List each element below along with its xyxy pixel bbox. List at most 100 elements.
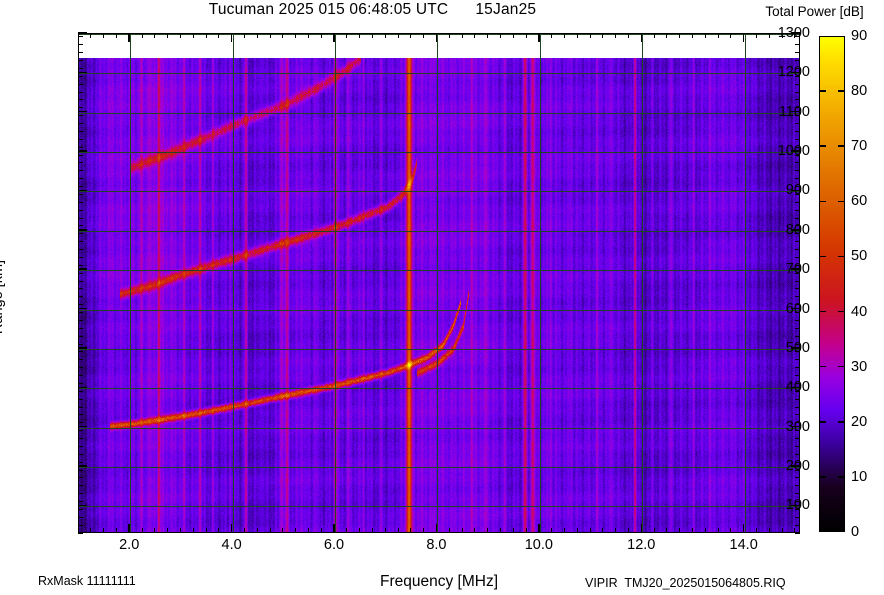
- y-major-tick: [78, 189, 87, 192]
- x-minor-tick-top: [218, 33, 220, 38]
- y-minor-tick: [78, 335, 83, 337]
- y-minor-tick: [78, 67, 83, 69]
- colorbar-gradient: [820, 37, 844, 531]
- x-minor-tick-top: [410, 33, 412, 38]
- ionogram-plot-area[interactable]: [78, 33, 800, 533]
- x-minor-tick-top: [397, 33, 399, 38]
- x-tick-label: 10.0: [524, 537, 553, 553]
- x-minor-tick: [794, 528, 796, 533]
- y-minor-tick: [78, 532, 83, 534]
- x-minor-tick: [781, 528, 783, 533]
- y-minor-tick: [78, 304, 83, 306]
- x-minor-tick-top: [103, 33, 105, 38]
- y-tick-label: 600: [785, 300, 810, 317]
- ionogram-heatmap-canvas: [79, 34, 799, 532]
- y-axis-title: Range [km]: [0, 259, 6, 335]
- y-minor-tick-right: [795, 60, 800, 62]
- x-minor-tick: [589, 528, 591, 533]
- y-minor-tick-right: [795, 524, 800, 526]
- colorbar-tick-label: 20: [851, 413, 868, 430]
- rxmask-footer: RxMask 11111111: [38, 574, 136, 588]
- y-major-tick: [78, 307, 87, 310]
- y-minor-tick: [78, 382, 83, 384]
- y-minor-tick-right: [795, 272, 800, 274]
- y-major-tick: [78, 347, 87, 349]
- x-minor-tick-top: [320, 33, 322, 38]
- y-minor-tick: [78, 44, 83, 46]
- colorbar-tick-label: 10: [851, 468, 868, 485]
- y-minor-tick: [78, 138, 83, 140]
- y-minor-tick: [78, 83, 83, 85]
- y-minor-tick-right: [795, 335, 800, 337]
- x-minor-tick: [461, 528, 463, 533]
- y-minor-tick: [78, 170, 83, 172]
- x-minor-tick-top: [653, 33, 655, 38]
- x-minor-tick: [602, 528, 604, 533]
- y-minor-tick: [78, 438, 83, 439]
- y-minor-tick-right: [795, 406, 800, 408]
- x-minor-tick-top: [512, 33, 514, 38]
- y-minor-tick: [78, 398, 83, 400]
- y-minor-tick-right: [795, 453, 800, 455]
- x-minor-tick: [282, 528, 284, 533]
- y-minor-tick: [78, 327, 83, 329]
- y-minor-tick-right: [795, 170, 800, 172]
- y-minor-tick-right: [795, 201, 800, 203]
- x-minor-tick: [512, 528, 514, 533]
- x-tick-label: 14.0: [729, 537, 758, 553]
- y-minor-tick-right: [795, 359, 800, 361]
- y-minor-tick-right: [795, 485, 800, 487]
- x-minor-tick: [653, 528, 655, 533]
- x-minor-tick: [563, 528, 565, 533]
- y-minor-tick-right: [795, 516, 800, 518]
- x-minor-tick-top: [551, 33, 553, 38]
- x-minor-tick-top: [589, 33, 591, 38]
- x-minor-tick-top: [90, 33, 92, 38]
- x-minor-tick: [384, 528, 386, 533]
- x-minor-tick: [141, 528, 143, 533]
- y-tick-label: 1200: [777, 64, 810, 81]
- colorbar-tick: [819, 145, 826, 147]
- y-minor-tick: [78, 343, 83, 345]
- x-minor-tick: [243, 528, 245, 533]
- y-minor-tick-right: [795, 445, 800, 447]
- y-minor-tick-right: [795, 178, 800, 180]
- x-minor-tick: [371, 528, 373, 533]
- colorbar[interactable]: [819, 36, 845, 532]
- y-minor-tick-right: [795, 351, 800, 353]
- y-minor-tick: [78, 296, 83, 298]
- y-major-tick-right: [791, 189, 800, 192]
- y-minor-tick: [78, 312, 83, 314]
- colorbar-tick: [838, 421, 845, 423]
- y-minor-tick-right: [795, 146, 800, 148]
- x-minor-tick-top: [115, 33, 117, 38]
- x-tick-label: 4.0: [221, 537, 242, 553]
- x-minor-tick-top: [179, 33, 181, 38]
- y-minor-tick: [78, 272, 83, 274]
- x-tick-label: 8.0: [426, 537, 447, 553]
- x-minor-tick-top: [448, 33, 450, 38]
- colorbar-tick: [819, 421, 826, 423]
- y-minor-tick-right: [795, 91, 800, 93]
- y-minor-tick-right: [795, 304, 800, 306]
- x-minor-tick: [627, 528, 629, 533]
- y-tick-label: 100: [785, 497, 810, 514]
- y-minor-tick-right: [795, 280, 800, 282]
- y-minor-tick: [78, 367, 83, 369]
- y-minor-tick: [78, 501, 83, 502]
- x-minor-tick: [307, 528, 309, 533]
- y-tick-label: 800: [785, 221, 810, 238]
- y-minor-tick-right: [795, 249, 800, 251]
- y-minor-tick-right: [795, 382, 800, 384]
- y-minor-tick-right: [795, 138, 800, 140]
- x-minor-tick: [423, 528, 425, 533]
- x-minor-tick: [397, 528, 399, 533]
- y-minor-tick-right: [795, 367, 800, 369]
- y-minor-tick-right: [795, 398, 800, 400]
- y-minor-tick: [78, 162, 83, 164]
- x-minor-tick: [192, 528, 194, 533]
- x-axis-title: Frequency [MHz]: [379, 573, 499, 590]
- x-minor-tick: [359, 528, 361, 533]
- x-minor-tick-top: [768, 33, 770, 38]
- colorbar-tick: [838, 145, 845, 147]
